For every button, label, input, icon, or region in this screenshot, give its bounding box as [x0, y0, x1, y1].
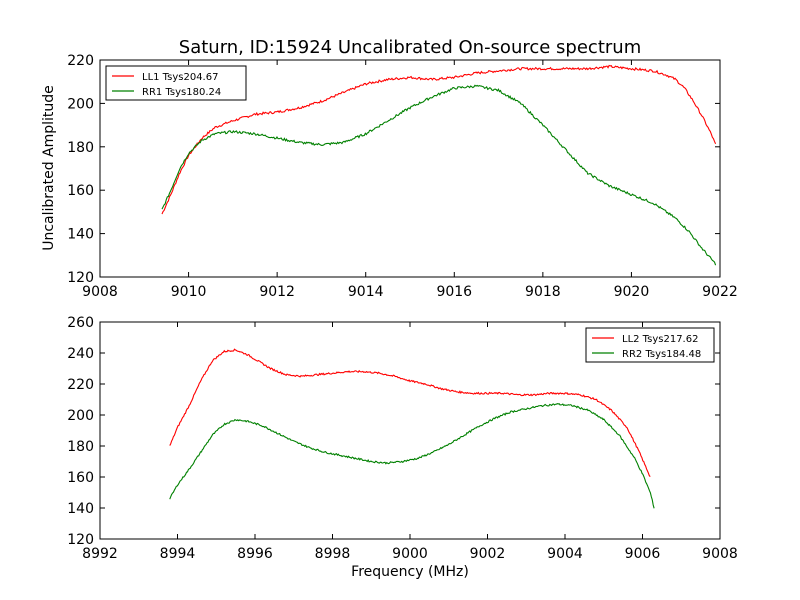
x-tick-label: 9022 — [702, 284, 738, 300]
x-tick-label: 9002 — [470, 546, 506, 562]
x-tick-label: 8992 — [82, 546, 118, 562]
x-tick-label: 8996 — [237, 546, 273, 562]
x-tick-label: 8994 — [160, 546, 196, 562]
plot-top: 9008 9010 9012 9014 9016 9018 9020 9022 120 140 16… — [67, 53, 738, 300]
y-tick-label: 200 — [67, 408, 94, 424]
legend-label: RR2 Tsys184.48 — [622, 349, 701, 360]
y-axis-label: Uncalibrated Amplitude — [41, 85, 57, 251]
y-tick-label: 200 — [67, 96, 94, 112]
y-tick-label: 180 — [67, 439, 94, 455]
x-tick-label: 9010 — [171, 284, 207, 300]
x-tick-label: 9006 — [625, 546, 661, 562]
x-tick-label: 9000 — [392, 546, 428, 562]
y-tick-label: 140 — [67, 501, 94, 517]
x-tick-label: 8998 — [315, 546, 351, 562]
x-tick-label: 9014 — [348, 284, 384, 300]
legend: LL1 Tsys204.67 RR1 Tsys180.24 — [105, 65, 247, 101]
series-line-ll1 — [161, 64, 717, 215]
plot-frame — [99, 59, 721, 278]
legend: LL2 Tsys217.62 RR2 Tsys184.48 — [585, 327, 715, 363]
y-tick-label: 220 — [67, 53, 94, 69]
x-tick-label: 9012 — [259, 284, 295, 300]
legend-label: LL2 Tsys217.62 — [622, 334, 698, 345]
x-tick-label: 9016 — [436, 284, 472, 300]
x-tick-label: 9020 — [614, 284, 650, 300]
plot-bottom: 8992 8994 8996 8998 9000 9002 9004 9006 9008 120 1… — [67, 315, 738, 562]
x-tick-label: 9004 — [547, 546, 583, 562]
y-tick-label: 140 — [67, 227, 94, 243]
series-line-rr1 — [161, 84, 717, 266]
y-tick-label: 240 — [67, 346, 94, 362]
x-axis-label: Frequency (MHz) — [351, 564, 469, 580]
legend-label: RR1 Tsys180.24 — [142, 87, 221, 98]
y-tick-label: 160 — [67, 183, 94, 199]
y-tick-label: 220 — [67, 377, 94, 393]
y-tick-label: 120 — [67, 270, 94, 286]
x-tick-label: 9018 — [525, 284, 561, 300]
series-line-ll2 — [169, 348, 651, 478]
legend-box — [585, 327, 715, 363]
x-tick-label: 9008 — [82, 284, 118, 300]
legend-label: LL1 Tsys204.67 — [142, 72, 218, 83]
y-tick-label: 180 — [67, 140, 94, 156]
y-tick-label: 160 — [67, 470, 94, 486]
legend-box — [105, 65, 247, 101]
series-line-rr2 — [169, 402, 655, 509]
x-tick-label: 9008 — [702, 546, 738, 562]
y-tick-label: 260 — [67, 315, 94, 331]
y-tick-label: 120 — [67, 532, 94, 548]
figure-title: Saturn, ID:15924 Uncalibrated On-source … — [179, 37, 641, 58]
